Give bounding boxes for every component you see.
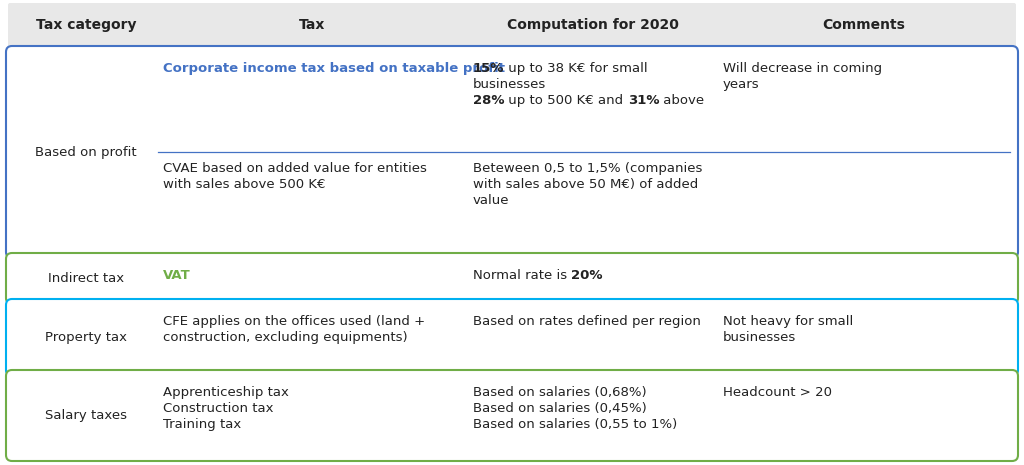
Text: Beteween 0,5 to 1,5% (companies: Beteween 0,5 to 1,5% (companies [473, 162, 702, 175]
Text: Comments: Comments [822, 18, 905, 32]
Text: with sales above 500 K€: with sales above 500 K€ [163, 178, 326, 191]
Text: Apprenticeship tax: Apprenticeship tax [163, 386, 289, 399]
Text: Tax: Tax [299, 18, 326, 32]
Text: Based on salaries (0,68%): Based on salaries (0,68%) [473, 386, 646, 399]
Text: Construction tax: Construction tax [163, 402, 273, 415]
Text: 28%: 28% [473, 94, 505, 107]
Text: businesses: businesses [723, 331, 797, 344]
FancyBboxPatch shape [6, 253, 1018, 304]
Text: with sales above 50 M€) of added: with sales above 50 M€) of added [473, 178, 698, 191]
Text: Based on salaries (0,55 to 1%): Based on salaries (0,55 to 1%) [473, 418, 677, 431]
Text: Salary taxes: Salary taxes [45, 409, 127, 422]
Text: up to 38 K€ for small: up to 38 K€ for small [505, 62, 648, 75]
Text: 31%: 31% [628, 94, 659, 107]
FancyBboxPatch shape [6, 46, 1018, 258]
FancyBboxPatch shape [8, 3, 1016, 47]
Text: Not heavy for small: Not heavy for small [723, 315, 853, 328]
Text: years: years [723, 78, 760, 91]
FancyBboxPatch shape [6, 299, 1018, 376]
Text: Indirect tax: Indirect tax [48, 272, 124, 285]
Text: Training tax: Training tax [163, 418, 242, 431]
Text: Corporate income tax based on taxable profit: Corporate income tax based on taxable pr… [163, 62, 505, 75]
Text: CVAE based on added value for entities: CVAE based on added value for entities [163, 162, 427, 175]
Text: up to 500 K€ and: up to 500 K€ and [505, 94, 628, 107]
Text: Tax category: Tax category [36, 18, 136, 32]
Text: Based on profit: Based on profit [35, 146, 137, 159]
Text: Based on rates defined per region: Based on rates defined per region [473, 315, 700, 328]
Text: construction, excluding equipments): construction, excluding equipments) [163, 331, 408, 344]
Text: Based on salaries (0,45%): Based on salaries (0,45%) [473, 402, 647, 415]
Text: Will decrease in coming: Will decrease in coming [723, 62, 882, 75]
Text: 20%: 20% [571, 269, 603, 282]
Text: 15%: 15% [473, 62, 505, 75]
Text: Computation for 2020: Computation for 2020 [507, 18, 679, 32]
Text: Property tax: Property tax [45, 331, 127, 344]
FancyBboxPatch shape [6, 370, 1018, 461]
Text: CFE applies on the offices used (land +: CFE applies on the offices used (land + [163, 315, 425, 328]
Text: above: above [659, 94, 705, 107]
Text: businesses: businesses [473, 78, 546, 91]
Text: Headcount > 20: Headcount > 20 [723, 386, 831, 399]
Text: VAT: VAT [163, 269, 190, 282]
Text: Normal rate is: Normal rate is [473, 269, 571, 282]
Text: value: value [473, 194, 510, 207]
